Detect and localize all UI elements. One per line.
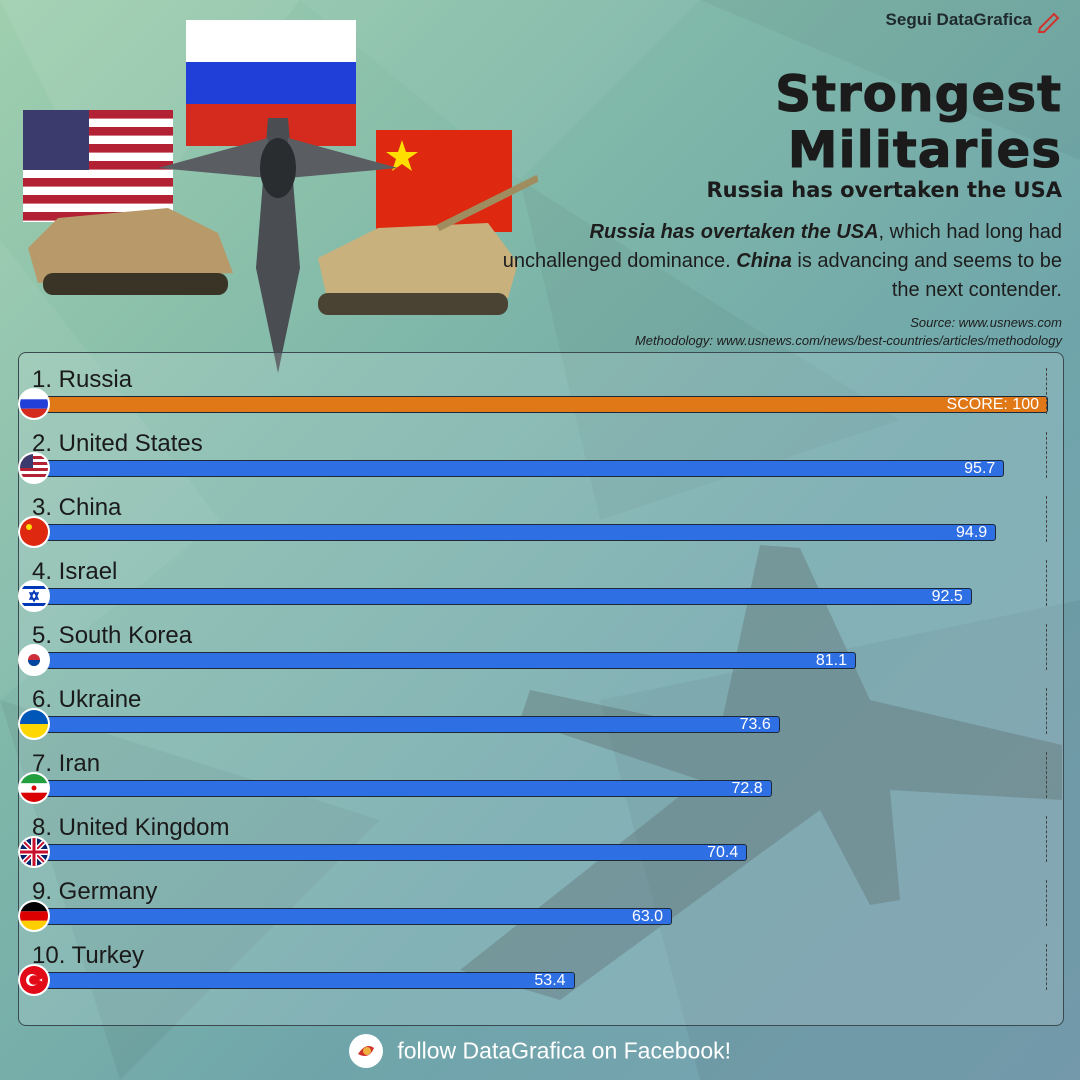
pencil-icon bbox=[1037, 12, 1060, 33]
bar-label: 9. Germany bbox=[32, 878, 158, 905]
source-note: Source: www.usnews.com Methodology: www.… bbox=[635, 314, 1062, 350]
ifv-vehicle-image bbox=[28, 208, 233, 295]
desc-text-2: is advancing and seems to be the next co… bbox=[791, 250, 1062, 301]
bar: 81.1 bbox=[32, 652, 856, 669]
bar-value-label: SCORE: 100 bbox=[946, 396, 1039, 413]
source-text: Source: www.usnews.com bbox=[910, 315, 1062, 330]
max-score-guide bbox=[1046, 368, 1047, 414]
bar-value-label: 92.5 bbox=[931, 588, 963, 605]
page-subtitle: Russia has overtaken the USA bbox=[706, 178, 1062, 202]
china-flag-icon bbox=[18, 516, 50, 548]
title-line-1: Strongest bbox=[775, 65, 1062, 123]
bar: SCORE: 100 bbox=[32, 396, 1048, 413]
iran-flag-icon bbox=[18, 772, 50, 804]
brand-name: Segui DataGrafica bbox=[885, 10, 1032, 29]
bar-value-label: 72.8 bbox=[731, 780, 763, 797]
israel-flag-icon bbox=[18, 580, 50, 612]
max-score-guide bbox=[1046, 688, 1047, 734]
bar-value-label: 53.4 bbox=[534, 972, 566, 989]
bar-label: 1. Russia bbox=[32, 366, 133, 393]
bar: 72.8 bbox=[32, 780, 772, 797]
china-flag-image bbox=[376, 130, 512, 232]
usa-flag-icon bbox=[18, 452, 50, 484]
footer-text[interactable]: follow DataGrafica on Facebook! bbox=[397, 1037, 732, 1064]
bar-value-label: 70.4 bbox=[707, 844, 739, 861]
max-score-guide bbox=[1046, 624, 1047, 670]
bar-label: 6. Ukraine bbox=[32, 686, 142, 713]
bar-value-label: 94.9 bbox=[956, 524, 988, 541]
tank-vehicle-image bbox=[318, 174, 538, 315]
bar-label: 10. Turkey bbox=[32, 942, 145, 969]
russia-flag-icon bbox=[18, 388, 50, 420]
bar-label: 2. United States bbox=[32, 430, 203, 457]
uk-flag-icon bbox=[18, 836, 50, 868]
bar: 70.4 bbox=[32, 844, 748, 861]
bar: 73.6 bbox=[32, 716, 780, 733]
bar: 92.5 bbox=[32, 588, 972, 605]
max-score-guide bbox=[1046, 944, 1047, 990]
title-line-2: Militaries bbox=[787, 121, 1062, 179]
max-score-guide bbox=[1046, 432, 1047, 478]
max-score-guide bbox=[1046, 816, 1047, 862]
max-score-guide bbox=[1046, 880, 1047, 926]
usa-flag-image bbox=[23, 110, 173, 222]
page-title: Strongest Militaries bbox=[775, 65, 1062, 179]
desc-emphasis-2: China bbox=[736, 250, 792, 272]
bar: 53.4 bbox=[32, 972, 575, 989]
military-illustration bbox=[23, 20, 538, 373]
bar-value-label: 95.7 bbox=[964, 460, 996, 477]
germany-flag-icon bbox=[18, 900, 50, 932]
ukraine-flag-icon bbox=[18, 708, 50, 740]
description: Russia has overtaken the USA, which had … bbox=[502, 218, 1062, 305]
bar: 63.0 bbox=[32, 908, 673, 925]
bar-label: 5. South Korea bbox=[32, 622, 193, 649]
bar-value-label: 73.6 bbox=[739, 716, 771, 733]
datagrafica-logo-icon bbox=[348, 1034, 383, 1068]
bar-value-label: 63.0 bbox=[631, 908, 664, 925]
bar-value-label: 81.1 bbox=[815, 652, 847, 669]
jet-aircraft-image bbox=[158, 118, 398, 373]
bar: 94.9 bbox=[32, 524, 997, 541]
methodology-text: Methodology: www.usnews.com/news/best-co… bbox=[634, 333, 1062, 348]
bar-label: 7. Iran bbox=[32, 750, 101, 777]
bar-label: 8. United Kingdom bbox=[32, 814, 230, 841]
turkey-flag-icon bbox=[18, 964, 50, 996]
jet-silhouette bbox=[460, 545, 1062, 1000]
bar-label: 3. China bbox=[32, 494, 122, 521]
max-score-guide bbox=[1046, 560, 1047, 606]
bar-label: 4. Israel bbox=[32, 558, 118, 585]
desc-emphasis-1: Russia has overtaken the USA bbox=[589, 221, 879, 243]
footer: follow DataGrafica on Facebook! bbox=[0, 1034, 1080, 1068]
desc-text-1: , which had long had unchallenged domina… bbox=[502, 221, 1062, 272]
max-score-guide bbox=[1046, 752, 1047, 798]
max-score-guide bbox=[1046, 496, 1047, 542]
bar: 95.7 bbox=[32, 460, 1005, 477]
south-korea-flag-icon bbox=[18, 644, 50, 676]
